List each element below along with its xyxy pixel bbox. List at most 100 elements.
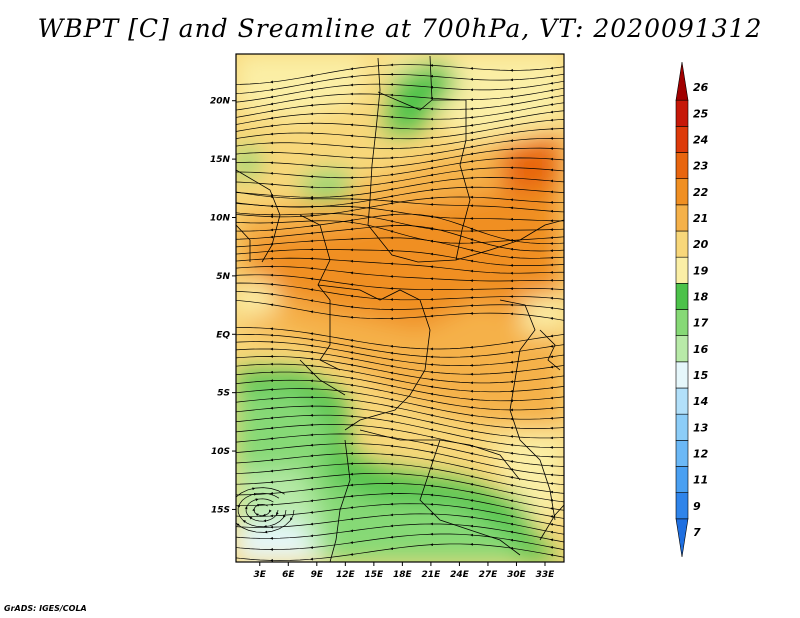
streamline-arrow xyxy=(310,379,313,383)
streamline-arrow xyxy=(470,287,473,291)
streamline-arrow xyxy=(390,444,394,448)
streamline-arrow xyxy=(470,107,473,111)
streamline-arrow xyxy=(430,215,434,219)
streamline xyxy=(245,498,279,522)
lat-tick-label: EQ xyxy=(216,330,230,340)
streamline-arrow xyxy=(350,305,354,309)
streamline-arrow xyxy=(310,197,313,201)
streamline xyxy=(236,341,564,367)
streamline-arrow xyxy=(390,513,393,517)
colorbar-label: 25 xyxy=(693,107,709,120)
streamline-arrow xyxy=(270,161,273,165)
streamline-arrow xyxy=(390,224,393,228)
streamline-arrow xyxy=(390,213,393,217)
streamline-arrow xyxy=(470,195,473,199)
streamline-arrow xyxy=(510,228,513,232)
streamline-arrow xyxy=(264,530,268,534)
wbpt-field-15 xyxy=(236,520,320,562)
streamline-arrow xyxy=(550,523,554,526)
streamline-arrow xyxy=(550,344,554,348)
streamline-arrow xyxy=(236,523,240,527)
streamline xyxy=(236,291,564,310)
streamline xyxy=(236,220,564,244)
streamline-arrow xyxy=(310,231,314,235)
wbpt-field-22 xyxy=(250,175,560,330)
streamline xyxy=(236,225,564,252)
streamline-arrow xyxy=(350,156,353,159)
streamline-arrow xyxy=(430,414,434,417)
streamline xyxy=(236,94,564,118)
streamline-arrow xyxy=(350,237,353,241)
streamline xyxy=(236,300,564,321)
streamline-arrow xyxy=(310,423,313,427)
wbpt-field-17 xyxy=(236,150,260,178)
streamline xyxy=(236,472,564,503)
streamline-arrow xyxy=(470,115,474,119)
lon-tick-label: 21E xyxy=(422,570,442,580)
streamline-arrow xyxy=(310,364,314,368)
streamline-arrow xyxy=(253,492,257,496)
colorbar-swatch xyxy=(675,230,689,258)
streamline-arrow xyxy=(310,299,314,303)
streamline-arrow xyxy=(310,487,314,491)
streamline-arrow xyxy=(390,428,394,431)
streamline-arrow xyxy=(510,417,513,421)
streamline-arrow xyxy=(350,166,353,170)
streamline-arrows xyxy=(236,63,554,562)
streamline-arrow xyxy=(310,95,314,99)
streamline-arrow xyxy=(510,176,513,180)
streamline-arrow xyxy=(270,88,274,91)
streamline-arrow xyxy=(510,303,513,307)
streamline-arrow xyxy=(310,510,314,514)
streamline-arrow xyxy=(270,109,274,113)
streamline-arrow xyxy=(350,370,354,374)
streamline-arrow xyxy=(270,536,273,540)
streamline-arrow xyxy=(270,235,273,239)
streamline-arrow xyxy=(510,522,514,526)
streamline-arrow xyxy=(310,212,313,216)
colorbar-swatch xyxy=(675,283,689,310)
streamline-arrow xyxy=(430,252,434,256)
streamline-arrow xyxy=(310,357,314,361)
streamline-arrow xyxy=(270,437,274,440)
streamline-arrow xyxy=(249,516,253,520)
lat-tick-label: 10S xyxy=(211,447,230,457)
streamline xyxy=(236,487,295,533)
streamline-arrow xyxy=(310,131,313,135)
streamline-arrow xyxy=(510,499,514,503)
streamline-arrow xyxy=(270,182,273,186)
streamline-arrow xyxy=(350,541,354,544)
streamline xyxy=(236,177,564,198)
streamline-arrow xyxy=(470,533,473,537)
streamline-arrow xyxy=(430,297,433,301)
streamline-arrow xyxy=(470,483,474,486)
streamline-arrow xyxy=(270,215,273,219)
colorbar-label: 13 xyxy=(693,421,709,434)
streamline-arrow xyxy=(390,137,393,140)
streamline-arrow xyxy=(390,365,394,368)
streamline-arrow xyxy=(470,429,474,433)
streamline-arrow xyxy=(270,548,273,551)
streamline-arrow xyxy=(310,465,314,469)
streamline-arrow xyxy=(390,524,393,528)
streamline-arrow xyxy=(550,136,553,140)
streamline-arrow xyxy=(430,522,433,526)
streamline-arrow xyxy=(350,383,354,387)
streamline-arrow xyxy=(350,552,354,556)
streamline-arrow xyxy=(470,459,474,463)
colorbar-swatch xyxy=(675,152,689,179)
streamline-arrow xyxy=(270,283,273,286)
wbpt-field-19 xyxy=(520,295,564,335)
streamline-arrow xyxy=(430,428,434,432)
streamline-arrow xyxy=(550,256,553,260)
streamline-arrow xyxy=(550,553,554,557)
streamline-arrow xyxy=(550,530,554,534)
streamline-arrow xyxy=(550,74,554,78)
streamline-arrow xyxy=(430,435,434,439)
streamline-arrow xyxy=(510,370,514,374)
streamline-arrow xyxy=(390,156,393,160)
streamline-arrow xyxy=(470,269,473,273)
streamline-arrow xyxy=(470,176,473,180)
streamline-arrow xyxy=(270,303,274,307)
streamline-arrow xyxy=(310,103,313,107)
